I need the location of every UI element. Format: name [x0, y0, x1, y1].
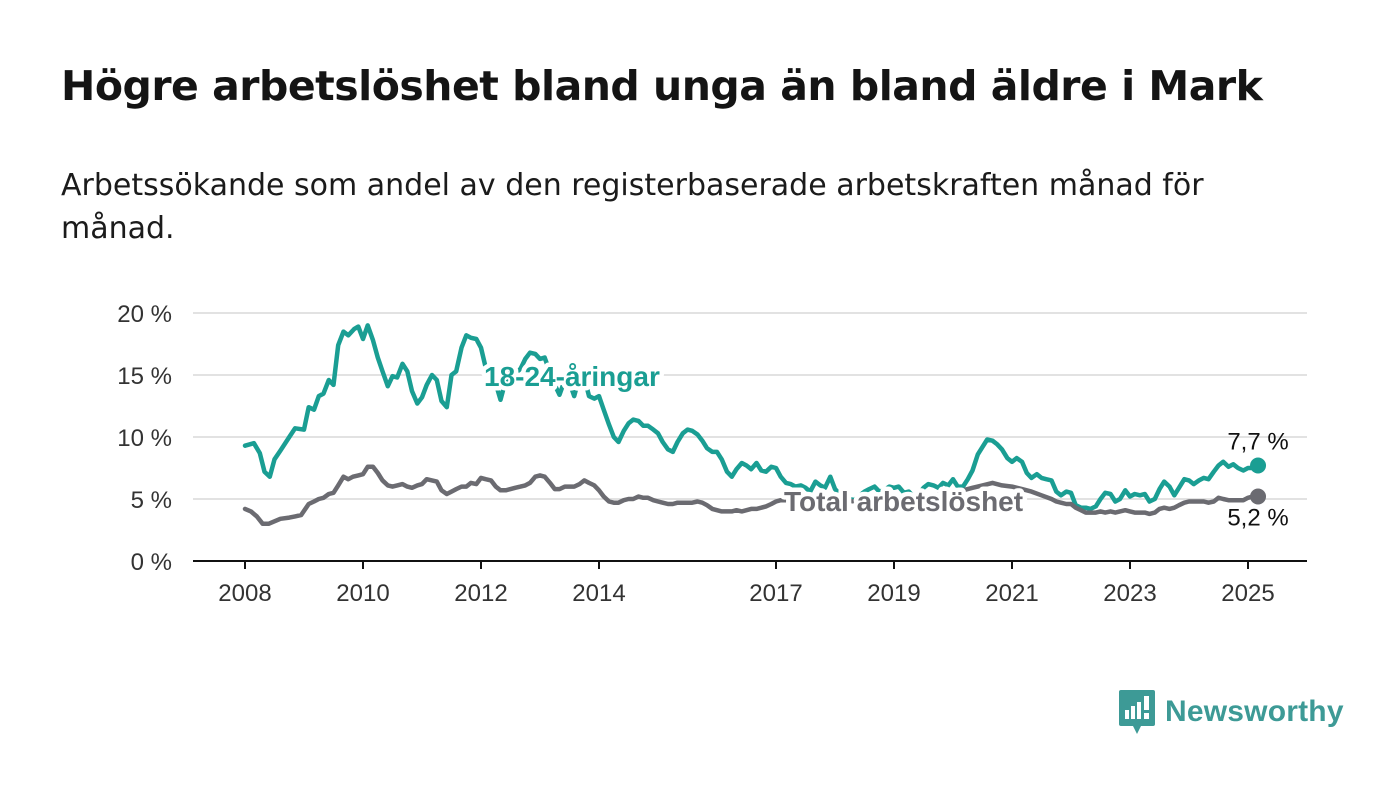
- y-tick-label: 15 %: [117, 363, 172, 390]
- x-tick-label: 2010: [336, 580, 389, 607]
- newsworthy-logo: Newsworthy: [1119, 690, 1344, 734]
- y-tick-label: 20 %: [117, 301, 172, 328]
- gridlines: [193, 312, 1307, 562]
- x-tick-label: 2021: [985, 580, 1038, 607]
- x-axis-ticks: 2008 2010 2012 2014 2017 2019 2021 2023 2025: [218, 561, 1275, 607]
- series-end-marker-youth: [1250, 457, 1267, 474]
- end-value-label-total: 5,2 %: [1227, 505, 1288, 532]
- series-lines: [242, 323, 1267, 527]
- y-tick-label: 5 %: [131, 487, 172, 514]
- line-chart: 0 %5 %10 %15 %20 % 2008 2010 2012 2014 2017 2…: [117, 301, 1307, 607]
- brand-name: Newsworthy: [1165, 695, 1344, 728]
- y-tick-label: 0 %: [131, 549, 172, 576]
- end-value-label-youth: 7,7 %: [1227, 429, 1288, 456]
- series-end-marker-total: [1250, 488, 1267, 505]
- series-line-youth: [242, 323, 1261, 512]
- x-tick-label: 2025: [1221, 580, 1274, 607]
- x-tick-label: 2008: [218, 580, 271, 607]
- bar-chart-speech-bubble-icon: [1119, 690, 1155, 734]
- y-axis-ticks: 0 % 5 % 10 % 15 % 20 %: [117, 301, 172, 576]
- series-labels: 7,7 % 5,2 % 18-24-åringar Total arbetslöshe…: [480, 357, 1289, 532]
- series-line-total: [242, 464, 1261, 527]
- x-tick-label: 2019: [867, 580, 920, 607]
- x-tick-label: 2023: [1103, 580, 1156, 607]
- x-tick-label: 2017: [749, 580, 802, 607]
- chart-title: Högre arbetslöshet bland unga än bland ä…: [61, 62, 1263, 110]
- x-tick-label: 2012: [454, 580, 507, 607]
- series-label-total: Total arbetslöshet: [784, 486, 1023, 517]
- series-label-youth: 18-24-åringar: [484, 361, 660, 392]
- x-tick-label: 2014: [572, 580, 625, 607]
- chart-subtitle: Arbetssökande som andel av den registerb…: [61, 168, 1204, 246]
- y-tick-label: 10 %: [117, 425, 172, 452]
